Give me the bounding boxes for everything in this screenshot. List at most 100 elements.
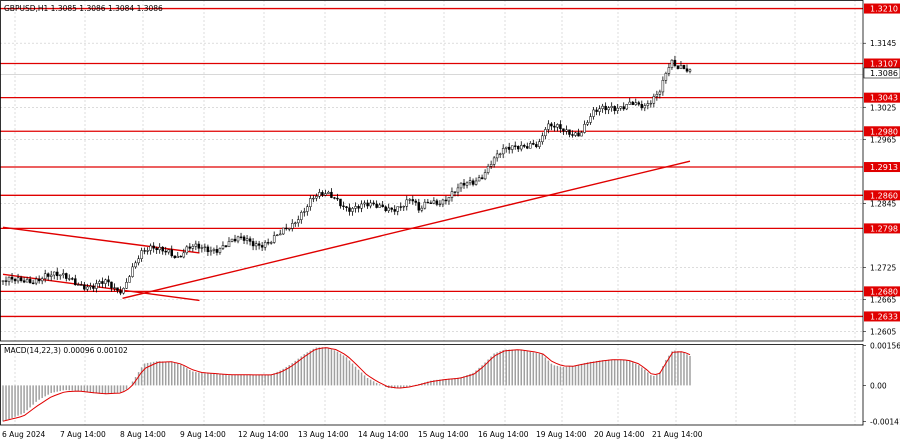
candle-body (577, 132, 580, 137)
candle-body (613, 106, 616, 111)
candle-body (414, 200, 418, 203)
candle-body (251, 241, 255, 247)
candle-body (408, 199, 412, 201)
candle-body (275, 234, 279, 236)
candle-body (92, 285, 95, 289)
candle-body (601, 105, 604, 109)
candle-body (658, 91, 662, 95)
candle-body (384, 206, 387, 211)
candle-body (28, 279, 32, 284)
candle-body (486, 166, 490, 173)
candle-body (149, 245, 152, 251)
candle-body (203, 246, 207, 248)
candle-body (327, 191, 330, 194)
candle-body (131, 266, 134, 277)
y-tick-label: 1.3145 (870, 39, 896, 48)
candle-body (673, 59, 677, 66)
candle-body (146, 250, 149, 252)
candle-body (300, 212, 303, 220)
level-label: 1.3043 (870, 94, 898, 103)
candle-body (339, 198, 342, 207)
candle-body (462, 182, 466, 186)
candle-body (354, 206, 357, 209)
y-tick-label: 1.2845 (870, 199, 896, 208)
candle-body (209, 250, 213, 253)
candle-body (360, 203, 363, 209)
candle-body (583, 123, 586, 133)
candle-body (89, 285, 92, 288)
candle-body (513, 145, 517, 147)
candle-body (68, 278, 71, 280)
candle-body (444, 199, 448, 202)
candle-body (137, 258, 140, 264)
candle-body (86, 286, 89, 290)
candle-body (363, 202, 366, 205)
x-tick-label: 16 Aug 14:00 (478, 430, 529, 439)
candle-body (592, 109, 595, 117)
macd-panel-frame (0, 344, 864, 426)
candle-body (378, 204, 381, 208)
y-tick-label: 1.2665 (870, 295, 896, 304)
y-tick-label: 1.2725 (870, 263, 896, 272)
candle-body (291, 223, 294, 229)
level-label: 1.2633 (870, 312, 898, 321)
x-tick-label: 15 Aug 14:00 (418, 430, 469, 439)
candle-body (206, 246, 210, 253)
candle-body (10, 276, 14, 280)
candle-body (288, 228, 291, 230)
candle-body (547, 123, 550, 130)
macd-histogram (2, 347, 691, 422)
candle-body (269, 242, 273, 244)
candle-body (643, 105, 647, 109)
x-tick-label: 14 Aug 14:00 (358, 430, 409, 439)
candle-body (498, 153, 502, 155)
candle-body (80, 284, 83, 286)
level-label-box (864, 286, 900, 297)
candle-body (7, 276, 11, 282)
candle-body (83, 284, 86, 290)
y-tick-label: 1.2965 (870, 135, 896, 144)
candle-body (405, 199, 409, 207)
candle-body (507, 146, 511, 150)
candle-body (43, 273, 47, 279)
macd-signal-line (2, 347, 691, 422)
candle-body (372, 202, 375, 205)
main-grid (0, 0, 863, 341)
candle-body (281, 227, 285, 235)
candle-body (685, 68, 689, 72)
candle-body (4, 280, 8, 282)
candle-body (661, 80, 665, 93)
candle-body (667, 67, 671, 74)
candle-body (303, 211, 306, 213)
candle-body (107, 279, 110, 283)
candle-body (324, 193, 327, 196)
candle-body (369, 202, 372, 207)
candle-body (65, 273, 68, 279)
candle-body (278, 233, 282, 236)
macd-y-tick-label: 0.00156 (870, 342, 900, 351)
candle-body (315, 195, 318, 199)
candle-body (483, 172, 487, 180)
candle-body (438, 203, 442, 206)
candle-body (95, 283, 98, 289)
candle-body (688, 69, 692, 72)
candle-body (22, 280, 26, 283)
candle-body (631, 101, 634, 105)
candle-body (559, 124, 562, 130)
candle-body (224, 245, 228, 248)
candle-body (176, 255, 180, 258)
candle-body (318, 192, 321, 197)
candle-body (628, 101, 631, 105)
candle-body (104, 279, 107, 284)
candle-body (625, 104, 628, 110)
main-panel-frame (0, 0, 864, 342)
candle-body (194, 243, 198, 247)
candle-body (402, 205, 405, 208)
candle-body (351, 208, 354, 212)
level-label-box (864, 311, 900, 322)
candle-body (495, 153, 499, 159)
level-label-box (864, 162, 900, 173)
level-label-box (864, 3, 900, 14)
candle-body (375, 203, 378, 208)
